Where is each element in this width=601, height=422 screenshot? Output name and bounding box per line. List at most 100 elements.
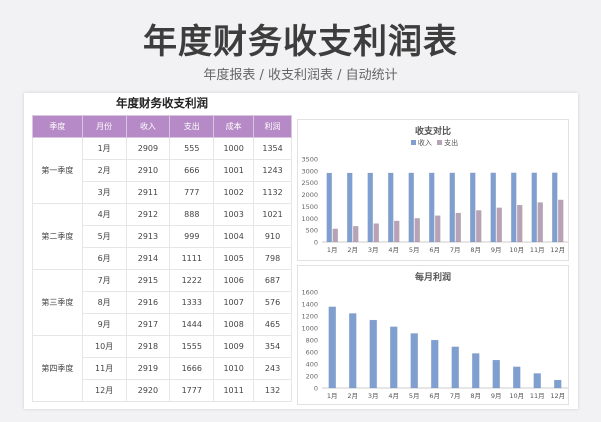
bar <box>328 306 336 389</box>
y-tick-label: 1000 <box>301 215 318 223</box>
table-cell: 2月 <box>81 159 127 182</box>
table-row: 第三季度 7月 2915 1222 1006 687 <box>32 269 292 336</box>
table-cell: 1777 <box>169 379 215 402</box>
table-cell: 2909 <box>125 137 171 160</box>
x-tick-label: 7月 <box>450 392 461 400</box>
finance-table: 季度 月份 收入 支出 成本 利润 第一季度 1月 2909 555 1000 1354 2月 2910… <box>32 115 292 402</box>
table-cell: 2915 <box>125 269 171 292</box>
quarter-cell: 第三季度 <box>32 269 83 336</box>
table-cell: 1010 <box>213 357 255 380</box>
table-cell: 2918 <box>125 335 171 358</box>
bar <box>552 172 558 243</box>
bar <box>347 172 353 243</box>
table-cell: 4月 <box>81 203 127 226</box>
table-cell: 576 <box>253 291 292 314</box>
x-tick-label: 2月 <box>347 246 358 254</box>
bar <box>332 228 338 243</box>
y-tick-label: 600 <box>306 349 318 357</box>
table-cell: 5月 <box>81 225 127 248</box>
table-row: 2月 2910 666 1001 1243 <box>33 159 292 182</box>
quarter-cell: 第二季度 <box>32 203 83 270</box>
bar <box>414 218 420 243</box>
x-tick-label: 12月 <box>550 246 565 254</box>
bar <box>408 172 414 243</box>
x-tick-label: 9月 <box>491 246 502 254</box>
y-tick-label: 1500 <box>301 203 318 211</box>
bar <box>492 359 500 389</box>
table-cell: 1007 <box>213 291 255 314</box>
table-cell: 2912 <box>125 203 171 226</box>
bar <box>435 215 441 243</box>
bar <box>537 202 543 243</box>
legend-swatch-income <box>410 140 416 145</box>
table-cell: 1354 <box>253 137 292 160</box>
bar <box>390 326 398 389</box>
bar <box>373 223 379 243</box>
chart-title: 收支对比 <box>414 127 451 137</box>
bar <box>533 373 541 389</box>
chart-legend: 收入 支出 <box>298 138 568 148</box>
table-cell: 1222 <box>169 269 215 292</box>
y-tick-label: 200 <box>306 373 318 381</box>
table-cell: 10月 <box>81 335 127 358</box>
table-cell: 888 <box>169 203 215 226</box>
table-body: 第一季度 1月 2909 555 1000 1354 2月 2910 666 1001 1243 3月… <box>32 137 292 402</box>
column-header: 季度 <box>32 115 83 138</box>
bar <box>431 339 439 389</box>
table-cell: 132 <box>253 379 292 402</box>
table-cell: 555 <box>169 137 215 160</box>
x-tick-label: 7月 <box>450 246 461 254</box>
bar <box>449 172 455 243</box>
table-cell: 1009 <box>213 335 255 358</box>
table-cell: 1555 <box>169 335 215 358</box>
bar <box>326 172 332 243</box>
bar <box>369 319 377 389</box>
column-header: 收入 <box>125 115 171 138</box>
x-tick-label: 8月 <box>470 392 481 400</box>
report-card: 年度财务收支利润 季度 月份 收入 支出 成本 利润 第一季度 1月 2909 555 1000 1… <box>24 93 578 409</box>
table-cell: 666 <box>169 159 215 182</box>
y-tick-label: 0 <box>314 239 318 247</box>
bar <box>490 172 496 243</box>
x-tick-label: 6月 <box>429 246 440 254</box>
table-cell: 2913 <box>125 225 171 248</box>
table-cell: 9月 <box>81 313 127 336</box>
column-header: 月份 <box>81 115 127 138</box>
x-tick-label: 2月 <box>347 392 358 400</box>
column-header: 成本 <box>213 115 255 138</box>
table-cell: 12月 <box>81 379 127 402</box>
table-cell: 1008 <box>213 313 255 336</box>
table-row: 9月 2917 1444 1008 465 <box>33 313 292 336</box>
table-cell: 1003 <box>213 203 255 226</box>
y-tick-label: 1400 <box>301 301 318 309</box>
table-cell: 1333 <box>169 291 215 314</box>
y-tick-label: 1000 <box>301 325 318 333</box>
bar <box>476 210 482 243</box>
bar <box>394 220 400 243</box>
bar <box>531 172 537 243</box>
x-tick-label: 1月 <box>327 392 338 400</box>
y-tick-label: 500 <box>306 227 318 235</box>
y-tick-label: 800 <box>306 337 318 345</box>
x-tick-label: 6月 <box>429 392 440 400</box>
legend-label-income: 收入 <box>417 139 432 147</box>
table-cell: 1132 <box>253 181 292 204</box>
bar <box>388 172 394 243</box>
x-tick-label: 1月 <box>327 246 338 254</box>
x-tick-label: 12月 <box>550 392 565 400</box>
table-cell: 1002 <box>213 181 255 204</box>
table-cell: 910 <box>253 225 292 248</box>
y-tick-label: 3500 <box>301 156 318 164</box>
table-cell: 1021 <box>253 203 292 226</box>
table-row: 6月 2914 1111 1005 798 <box>33 247 292 270</box>
table-cell: 2911 <box>125 181 171 204</box>
table-cell: 2917 <box>125 313 171 336</box>
y-tick-label: 1200 <box>301 313 318 321</box>
table-cell: 243 <box>253 357 292 380</box>
monthly-profit-plot: 0 200 400 600 800 1000 1200 1400 1600 1月 2月 3月 4月 5月 6… <box>301 289 568 400</box>
x-tick-label: 11月 <box>530 246 545 254</box>
legend-label-expense: 支出 <box>444 139 459 147</box>
table-cell: 1011 <box>213 379 255 402</box>
chart-title: 每月利润 <box>414 273 451 283</box>
table-cell: 1243 <box>253 159 292 182</box>
